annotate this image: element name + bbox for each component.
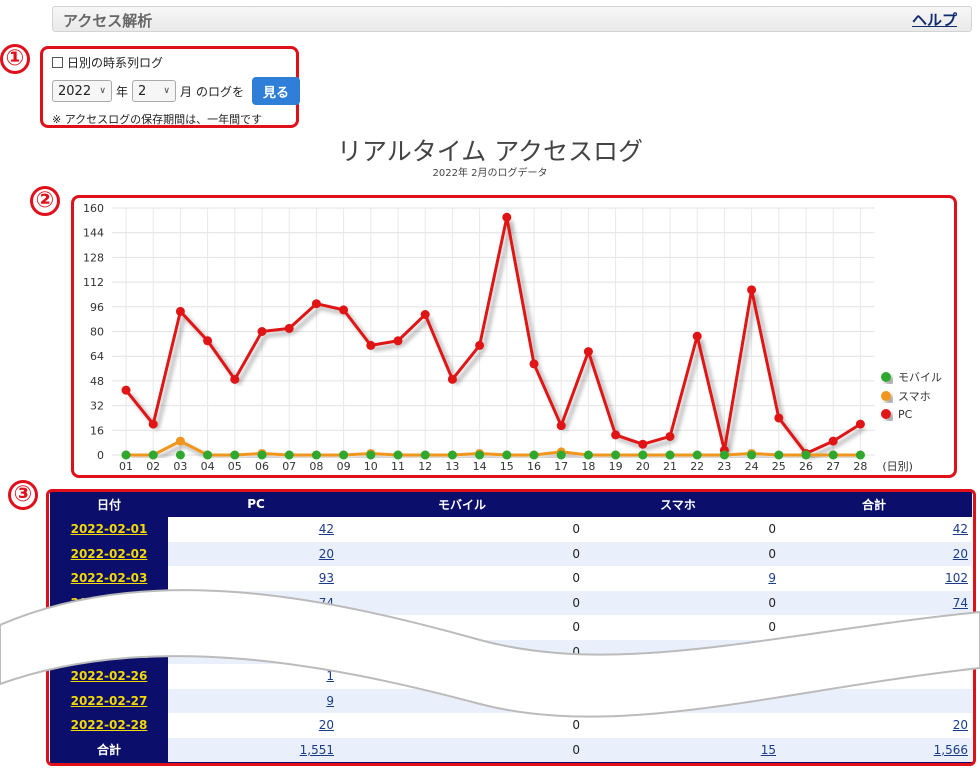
year-value: 2022 (58, 83, 92, 99)
checkbox-label: 日別の時系列ログ (67, 56, 164, 70)
cell-pc[interactable]: 20 (168, 541, 344, 566)
cell-pc[interactable]: 1,551 (168, 737, 344, 762)
cell-mobile: 0 (344, 566, 580, 591)
date-link[interactable]: 2022-02-03 (50, 566, 168, 591)
page-title: アクセス解析 (63, 12, 153, 30)
month-select[interactable]: 2 ∨ (132, 80, 177, 102)
badge-1: ① (0, 44, 30, 74)
cell-smart[interactable]: 9 (580, 566, 776, 591)
table-row: 2022-02-01 42 0 0 42 (50, 517, 972, 542)
total-row: 合計 1,551 0 15 1,566 (50, 737, 972, 762)
retention-note: ※ アクセスログの保存期間は、一年間です (52, 113, 263, 126)
total-label: 合計 (50, 737, 168, 762)
chevron-down-icon: ∨ (99, 86, 106, 96)
log-suffix: のログを (196, 84, 245, 99)
month-suffix: 月 (180, 84, 193, 99)
highlight-box-3 (46, 489, 976, 766)
cell-mobile: 0 (344, 541, 580, 566)
date-link[interactable]: 2022-02-01 (50, 517, 168, 542)
column-header: スマホ (660, 497, 696, 512)
table-row: 2022-02-02 20 0 0 20 (50, 541, 972, 566)
cell-smart: 0 (580, 541, 776, 566)
badge-2: ② (30, 186, 60, 216)
cell-total[interactable]: 102 (776, 566, 972, 591)
year-suffix: 年 (116, 84, 129, 99)
cell-pc[interactable]: 42 (168, 517, 344, 542)
top-bar: アクセス解析 ヘルプ (52, 6, 972, 32)
date-link[interactable]: 2022-02-02 (50, 541, 168, 566)
column-header: モバイル (437, 497, 486, 512)
chart-subtitle: 2022年 2月のログデータ (432, 168, 548, 179)
month-value: 2 (138, 83, 147, 99)
column-header: 日付 (96, 497, 121, 512)
column-header: 合計 (861, 497, 886, 512)
chart-title: リアルタイム アクセスログ (337, 137, 643, 166)
log-form: 日別の時系列ログ 2022 ∨ 年 2 ∨ 月 のログを 見る ※ アクセスログ… (52, 54, 301, 127)
badge-3: ③ (8, 480, 38, 510)
column-header: PC (247, 497, 265, 511)
year-select[interactable]: 2022 ∨ (52, 80, 112, 102)
daily-log-checkbox[interactable] (52, 57, 63, 68)
cell-pc[interactable]: 93 (168, 566, 344, 591)
cell-mobile: 0 (344, 517, 580, 542)
help-link[interactable]: ヘルプ (911, 11, 957, 29)
cell-mobile: 0 (344, 737, 580, 762)
cell-smart: 0 (580, 517, 776, 542)
cell-total[interactable]: 20 (776, 541, 972, 566)
highlight-box-2 (71, 195, 957, 478)
cell-smart[interactable]: 15 (580, 737, 776, 762)
cell-total[interactable]: 42 (776, 517, 972, 542)
cell-total[interactable]: 1,566 (776, 737, 972, 762)
view-button[interactable]: 見る (252, 77, 301, 105)
table-row: 2022-02-03 93 0 9 102 (50, 566, 972, 591)
chevron-down-icon: ∨ (163, 86, 171, 96)
